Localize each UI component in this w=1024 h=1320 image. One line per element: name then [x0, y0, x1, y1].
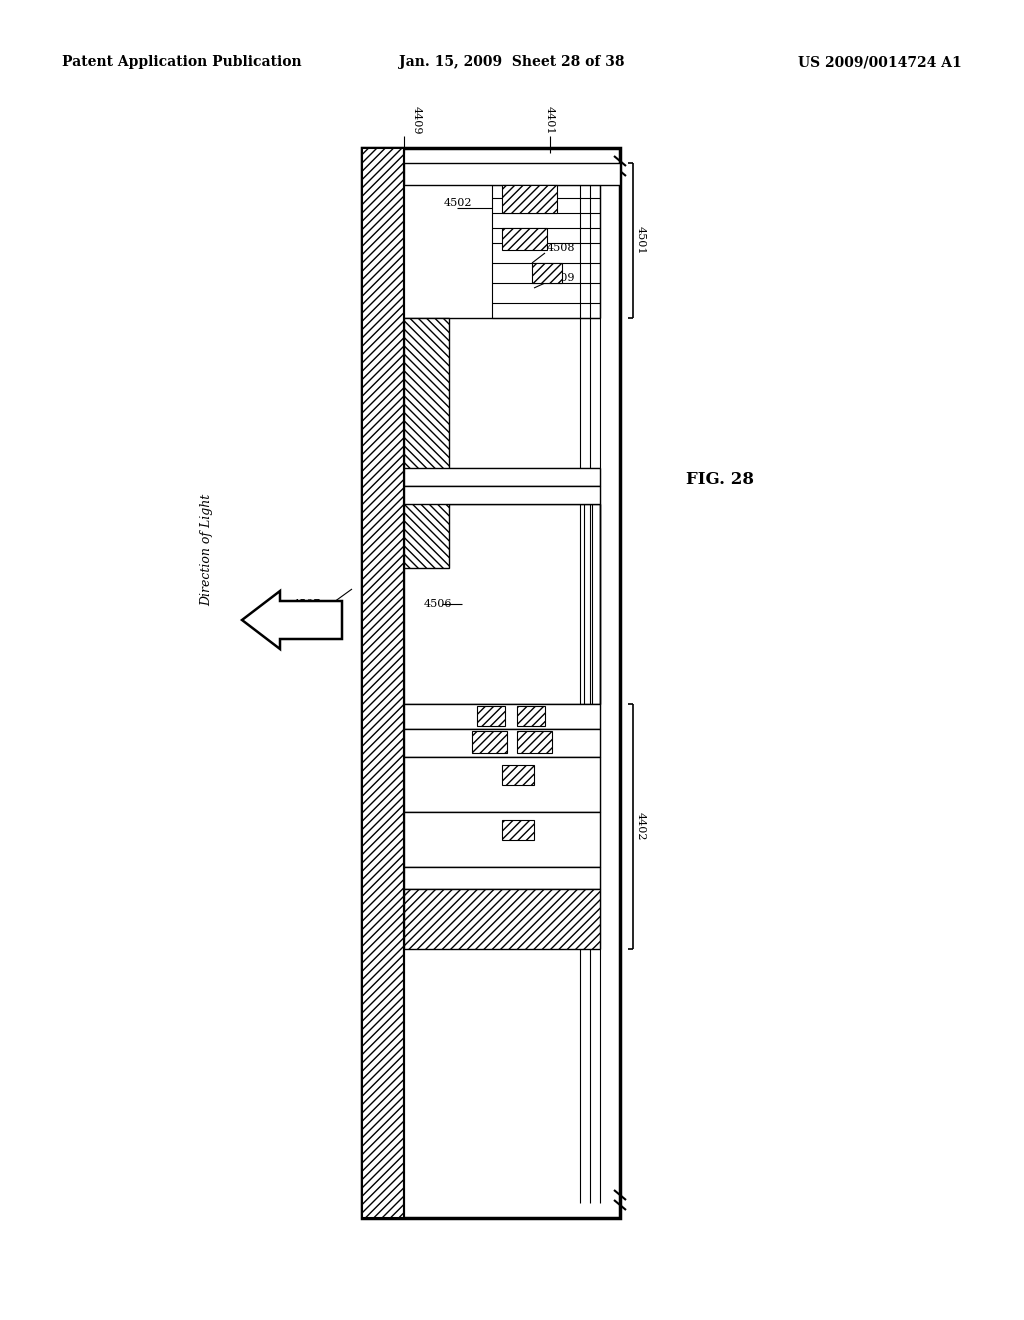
Bar	[517, 706, 545, 726]
Text: 4403: 4403	[530, 913, 558, 924]
Bar	[404, 812, 600, 867]
Text: 4404a: 4404a	[417, 836, 453, 845]
Text: 4504: 4504	[424, 473, 453, 482]
Bar	[502, 820, 534, 840]
Bar	[532, 263, 562, 282]
FancyArrow shape	[242, 591, 342, 649]
Text: 4405: 4405	[424, 738, 453, 748]
Bar	[404, 704, 600, 729]
Bar	[404, 888, 600, 949]
Bar	[404, 729, 600, 756]
Text: 4502: 4502	[444, 198, 472, 209]
Bar	[404, 756, 600, 812]
Bar	[472, 731, 507, 752]
Text: 4509: 4509	[547, 273, 575, 282]
Text: 4505: 4505	[424, 711, 453, 721]
Bar	[362, 148, 404, 1218]
Bar	[404, 318, 449, 568]
Bar	[404, 162, 620, 185]
Text: 4402: 4402	[636, 812, 646, 841]
Text: 4508: 4508	[547, 243, 575, 253]
Bar	[404, 486, 600, 504]
Text: 4409: 4409	[412, 106, 422, 135]
Text: 4408: 4408	[424, 490, 453, 500]
Text: Patent Application Publication: Patent Application Publication	[62, 55, 302, 69]
Text: US 2009/0014724 A1: US 2009/0014724 A1	[799, 55, 962, 69]
Text: 4502: 4502	[550, 711, 579, 721]
Bar	[502, 766, 534, 785]
Text: 4501: 4501	[636, 226, 646, 255]
Text: 4506: 4506	[424, 599, 453, 609]
Text: 4401: 4401	[545, 106, 555, 135]
Text: 4507: 4507	[293, 599, 322, 609]
Text: 4415: 4415	[417, 873, 445, 883]
Bar	[502, 228, 547, 249]
Bar	[517, 731, 552, 752]
Text: Direction of Light: Direction of Light	[201, 494, 213, 606]
Bar	[477, 706, 505, 726]
Text: 4404b: 4404b	[417, 780, 453, 789]
Bar	[404, 504, 600, 704]
Bar	[502, 185, 557, 213]
Bar	[404, 867, 600, 888]
Text: Jan. 15, 2009  Sheet 28 of 38: Jan. 15, 2009 Sheet 28 of 38	[399, 55, 625, 69]
Text: FIG. 28: FIG. 28	[686, 471, 754, 488]
Bar	[404, 469, 600, 486]
Bar	[362, 148, 620, 1218]
